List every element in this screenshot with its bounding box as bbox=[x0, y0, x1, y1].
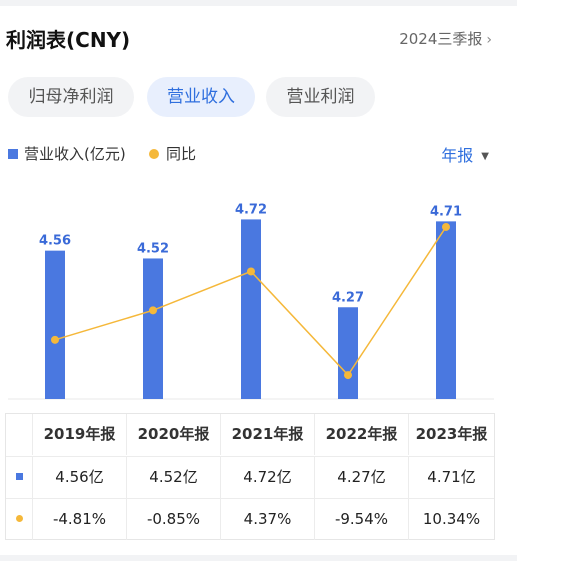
bar-legend-label: 营业收入(亿元) bbox=[24, 145, 126, 163]
bar-legend-swatch bbox=[8, 149, 18, 159]
top-divider bbox=[0, 0, 517, 6]
yoy-point bbox=[51, 335, 59, 344]
table-row-revenue: 4.56亿 4.52亿 4.72亿 4.27亿 4.71亿 bbox=[6, 456, 494, 498]
table-header-cell: 2023年报 bbox=[408, 414, 494, 455]
yoy-point bbox=[247, 267, 255, 276]
table-cell: 4.71亿 bbox=[408, 457, 494, 498]
table-cell: 10.34% bbox=[408, 499, 494, 540]
yoy-point bbox=[149, 306, 157, 315]
table-header-cell: 2021年报 bbox=[220, 414, 314, 455]
chevron-right-icon: › bbox=[486, 32, 492, 48]
tab-revenue[interactable]: 营业收入 bbox=[147, 77, 255, 117]
table-cell: 4.72亿 bbox=[220, 457, 314, 498]
bar-value-label: 4.71 bbox=[430, 204, 462, 219]
revenue-marker-cell bbox=[6, 457, 32, 498]
line-series-marker bbox=[15, 515, 23, 522]
yoy-marker-cell bbox=[6, 499, 32, 540]
revenue-bar bbox=[338, 307, 358, 399]
table-header-row: 2019年报 2020年报 2021年报 2022年报 2023年报 bbox=[6, 414, 494, 456]
bar-value-label: 4.52 bbox=[137, 241, 169, 256]
table-cell: 4.56亿 bbox=[32, 457, 126, 498]
tab-net-profit[interactable]: 归母净利润 bbox=[8, 77, 134, 117]
line-legend-swatch bbox=[149, 149, 159, 159]
bar-value-label: 4.72 bbox=[235, 202, 267, 217]
revenue-bar bbox=[436, 221, 456, 399]
revenue-bar bbox=[241, 219, 261, 399]
table-cell: -4.81% bbox=[32, 499, 126, 540]
table-cell: 4.52亿 bbox=[126, 457, 220, 498]
table-header-cell: 2022年报 bbox=[314, 414, 408, 455]
frequency-label: 年报 bbox=[441, 146, 474, 165]
yoy-point bbox=[344, 371, 352, 380]
table-corner-cell bbox=[6, 414, 32, 455]
table-header-cell: 2020年报 bbox=[126, 414, 220, 455]
table-cell: 4.37% bbox=[220, 499, 314, 540]
report-period-label: 2024三季报 bbox=[399, 30, 483, 48]
data-table: 2019年报 2020年报 2021年报 2022年报 2023年报 4.56亿… bbox=[5, 413, 495, 540]
revenue-bar bbox=[143, 258, 163, 399]
caret-down-icon: ▼ bbox=[481, 151, 489, 162]
table-cell: -0.85% bbox=[126, 499, 220, 540]
table-cell: 4.27亿 bbox=[314, 457, 408, 498]
card-header: 利润表(CNY) 2024三季报 › bbox=[0, 22, 500, 54]
revenue-bar bbox=[45, 250, 65, 399]
frequency-dropdown[interactable]: 年报 ▼ bbox=[441, 142, 489, 166]
card-title: 利润表(CNY) bbox=[6, 28, 131, 52]
tab-operating-profit[interactable]: 营业利润 bbox=[266, 77, 375, 117]
bar-value-label: 4.27 bbox=[332, 290, 364, 305]
table-row-yoy: -4.81% -0.85% 4.37% -9.54% 10.34% bbox=[6, 498, 494, 540]
bottom-divider bbox=[0, 555, 517, 561]
bar-series-marker bbox=[15, 473, 23, 480]
table-cell: -9.54% bbox=[314, 499, 408, 540]
yoy-point bbox=[442, 222, 450, 231]
line-legend-label: 同比 bbox=[166, 145, 197, 163]
table-header-cell: 2019年报 bbox=[32, 414, 126, 455]
bar-value-label: 4.56 bbox=[39, 234, 71, 249]
report-period-link[interactable]: 2024三季报 › bbox=[399, 28, 492, 49]
revenue-chart: 4.56 4.52 4.72 4.27 4.71 bbox=[8, 202, 494, 400]
